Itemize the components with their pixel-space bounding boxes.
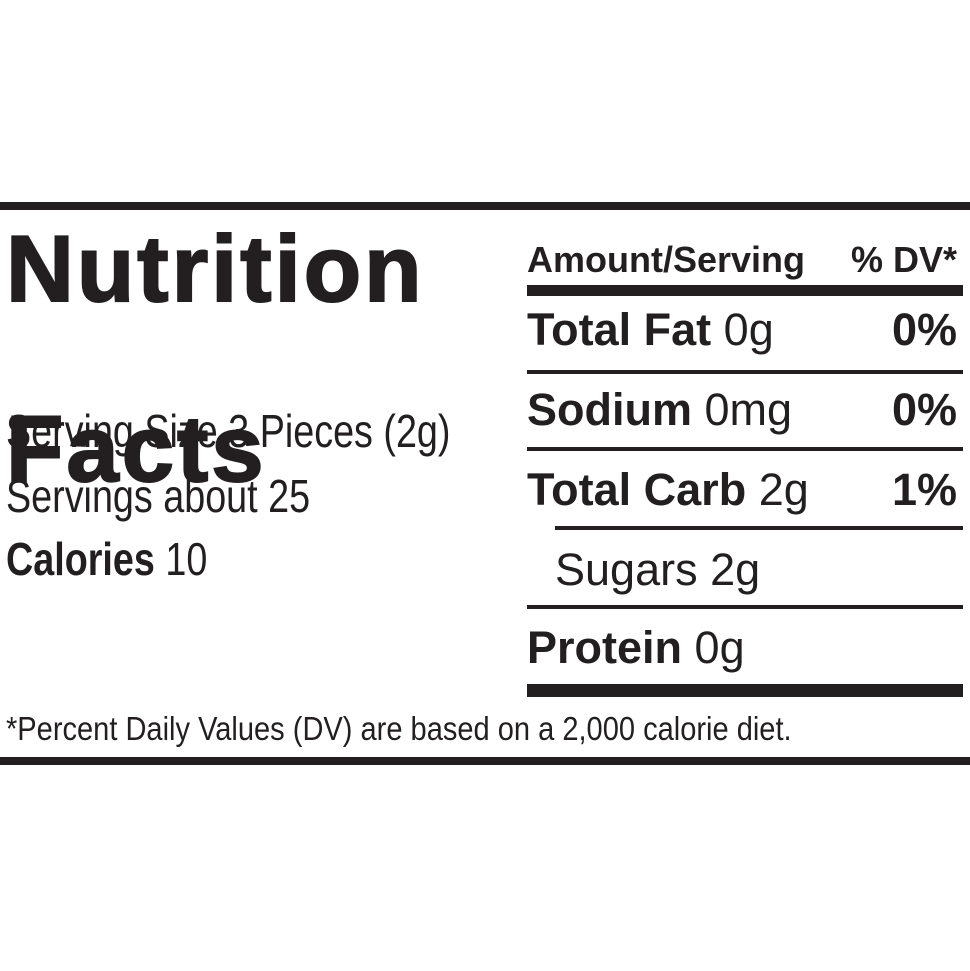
title-line-facts: Facts <box>5 396 267 501</box>
row-divider-indented <box>555 526 963 530</box>
nutrient-text: Total Fat 0g <box>527 307 774 352</box>
nutrition-facts-title: Nutrition Facts <box>5 221 425 497</box>
header-bar <box>527 285 963 296</box>
title-line-nutrition: Nutrition <box>5 216 425 321</box>
nutrient-dv: 0% <box>891 384 957 435</box>
nutrient-dv: 1% <box>891 464 957 515</box>
nutrient-row-total-fat: Total Fat 0g 0% <box>527 307 957 352</box>
table-header: Amount/Serving % DV* <box>527 242 957 278</box>
row-divider <box>527 447 963 451</box>
nutrient-amount: 0g <box>723 304 774 355</box>
nutrient-row-total-carb: Total Carb 2g 1% <box>527 467 957 512</box>
servings-count: Servings about 25 <box>6 470 311 522</box>
amount-serving-header: Amount/Serving <box>527 239 806 280</box>
daily-value-footnote: *Percent Daily Values (DV) are based on … <box>6 710 792 747</box>
nutrient-text: Sugars 2g <box>555 547 760 592</box>
bottom-border <box>0 757 970 765</box>
nutrient-text: Sodium 0mg <box>527 387 792 432</box>
serving-size: Serving Size 3 Pieces (2g) <box>6 405 451 457</box>
nutrient-amount: 0g <box>694 622 745 673</box>
percent-dv-header: % DV* <box>850 239 957 280</box>
nutrient-text: Protein 0g <box>527 625 745 670</box>
calories-value: 10 <box>165 533 208 585</box>
nutrient-row-protein: Protein 0g <box>527 625 957 670</box>
calories-line: Calories 10 <box>6 536 207 582</box>
row-divider <box>527 370 963 374</box>
nutrient-amount: 0mg <box>704 384 793 435</box>
nutrient-name: Total Fat <box>527 304 712 355</box>
nutrient-amount: 2g <box>758 464 809 515</box>
nutrient-name: Sodium <box>527 384 692 435</box>
nutrient-text: Total Carb 2g <box>527 467 809 512</box>
table-end-bar <box>527 684 963 697</box>
nutrient-name: Sugars <box>555 544 698 595</box>
nutrient-row-sodium: Sodium 0mg 0% <box>527 387 957 432</box>
top-border <box>0 202 970 210</box>
nutrient-name: Protein <box>527 622 683 673</box>
nutrient-row-sugars: Sugars 2g <box>555 547 957 592</box>
nutrient-dv: 0% <box>891 304 957 355</box>
calories-label: Calories <box>6 533 155 585</box>
row-divider <box>527 605 963 609</box>
nutrient-amount: 2g <box>710 544 761 595</box>
nutrient-name: Total Carb <box>527 464 747 515</box>
